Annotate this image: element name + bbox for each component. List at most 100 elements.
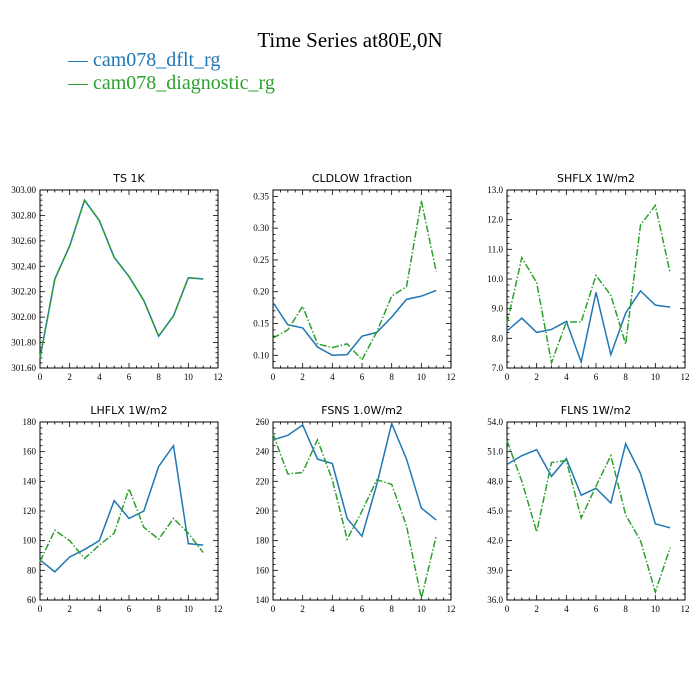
y-tick-label: 260: [256, 417, 270, 427]
series-line-diagnostic: [506, 440, 671, 595]
y-tick-label: 302.80: [11, 210, 36, 220]
x-tick-label: 4: [330, 372, 335, 382]
y-tick-label: 160: [23, 447, 37, 457]
x-tick-label: 12: [447, 372, 456, 382]
x-tick-label: 2: [67, 604, 72, 614]
series-line-dflt: [39, 198, 204, 358]
y-tick-label: 0.20: [253, 287, 269, 297]
x-tick-label: 0: [271, 372, 276, 382]
y-tick-label: 51.0: [487, 447, 503, 457]
x-tick-label: 0: [271, 604, 276, 614]
x-tick-label: 6: [360, 372, 365, 382]
y-tick-label: 80: [27, 565, 37, 575]
panel-title: TS 1K: [112, 172, 145, 185]
y-tick-label: 140: [23, 476, 37, 486]
y-tick-label: 302.60: [11, 236, 36, 246]
y-tick-label: 12.0: [487, 215, 503, 225]
x-tick-label: 12: [681, 372, 690, 382]
panel-6: FLNS 1W/m2 0 2 4 6 8 10 12 36.0 39.0 42.0 45.0 48.0 5…: [487, 404, 689, 614]
y-tick-label: 7.0: [492, 363, 504, 373]
legend-label-dflt: cam078_dflt_rg: [93, 49, 221, 71]
legend-entry-dflt: — cam078_dflt_rg: [68, 49, 220, 72]
y-tick-label: 36.0: [487, 595, 503, 605]
y-tick-label: 180: [23, 417, 37, 427]
y-tick-label: 120: [23, 506, 37, 516]
x-tick-label: 4: [564, 604, 569, 614]
x-tick-label: 12: [681, 604, 690, 614]
series-line-diagnostic: [39, 198, 204, 358]
y-tick-label: 39.0: [487, 565, 503, 575]
series-line-diagnostic: [272, 433, 437, 599]
y-tick-label: 140: [256, 595, 270, 605]
panel-title: FSNS 1.0W/m2: [321, 404, 403, 417]
y-tick-label: 240: [256, 447, 270, 457]
series-line-dflt: [506, 441, 671, 529]
y-tick-label: 0.25: [253, 255, 269, 265]
x-tick-label: 8: [623, 372, 628, 382]
plot-frame: [39, 189, 219, 369]
y-tick-label: 100: [23, 536, 37, 546]
x-tick-label: 10: [651, 372, 661, 382]
series-line-diagnostic: [272, 200, 437, 362]
legend-line-dflt: —: [68, 49, 93, 71]
y-tick-label: 302.20: [11, 287, 36, 297]
panel-title: CLDLOW 1fraction: [312, 172, 412, 185]
x-tick-label: 8: [389, 604, 394, 614]
x-tick-label: 6: [127, 604, 132, 614]
y-tick-label: 303.00: [11, 185, 36, 195]
panel-4: LHFLX 1W/m2 0 2 4 6 8 10 12 60 80 100 120 140 160 180: [23, 404, 223, 614]
x-tick-label: 10: [184, 604, 194, 614]
panel-3: SHFLX 1W/m2 0 2 4 6 8 10 12 7.0 8.0 9.0 10.0 11.0 12.…: [487, 172, 689, 382]
x-tick-label: 12: [214, 604, 223, 614]
y-tick-label: 0.10: [253, 350, 269, 360]
x-tick-label: 10: [651, 604, 661, 614]
figure-title: Time Series at80E,0N: [257, 28, 443, 52]
x-tick-label: 2: [534, 372, 539, 382]
x-tick-label: 4: [97, 604, 102, 614]
y-tick-label: 0.15: [253, 319, 269, 329]
panel-title: SHFLX 1W/m2: [557, 172, 635, 185]
y-tick-label: 180: [256, 536, 270, 546]
x-tick-label: 4: [330, 604, 335, 614]
panel-2: CLDLOW 1fraction 0 2 4 6 8 10 12 0.10 0.15 0.20 0.2…: [253, 172, 455, 382]
y-tick-label: 54.0: [487, 417, 503, 427]
x-tick-label: 10: [417, 372, 427, 382]
series-line-diagnostic: [39, 486, 204, 562]
x-tick-label: 2: [534, 604, 539, 614]
x-tick-label: 2: [300, 372, 305, 382]
y-tick-label: 302.00: [11, 312, 36, 322]
y-tick-label: 42.0: [487, 536, 503, 546]
panel-1: TS 1K 0 2 4 6 8 10 12 301.60 301.80 302.00 302.20 30…: [11, 172, 222, 382]
y-tick-label: 220: [256, 476, 270, 486]
y-tick-label: 9.0: [492, 304, 504, 314]
y-tick-label: 10.0: [487, 274, 503, 284]
y-tick-label: 301.80: [11, 338, 36, 348]
y-tick-label: 160: [256, 565, 270, 575]
legend-entry-diagnostic: — cam078_diagnostic_rg: [68, 72, 275, 95]
x-tick-label: 8: [156, 604, 161, 614]
x-tick-label: 10: [417, 604, 427, 614]
x-tick-label: 0: [505, 372, 510, 382]
x-tick-label: 0: [505, 604, 510, 614]
plot-frame: [506, 421, 686, 601]
y-tick-label: 302.40: [11, 261, 36, 271]
y-tick-label: 0.30: [253, 223, 269, 233]
x-tick-label: 10: [184, 372, 194, 382]
y-tick-label: 0.35: [253, 191, 269, 201]
y-tick-label: 11.0: [488, 244, 504, 254]
panel-5: FSNS 1.0W/m2 0 2 4 6 8 10 12 140 160 180 200 220 240 2…: [256, 404, 456, 614]
x-tick-label: 6: [360, 604, 365, 614]
legend-line-diagnostic: —: [68, 72, 93, 94]
x-tick-label: 8: [156, 372, 161, 382]
x-tick-label: 2: [67, 372, 72, 382]
series-line-dflt: [272, 289, 437, 357]
y-tick-label: 13.0: [487, 185, 503, 195]
x-tick-label: 8: [623, 604, 628, 614]
x-tick-label: 6: [127, 372, 132, 382]
series-line-dflt: [272, 421, 437, 538]
y-tick-label: 301.60: [11, 363, 36, 373]
series-line-diagnostic: [506, 203, 671, 366]
legend-label-diagnostic: cam078_diagnostic_rg: [93, 72, 275, 94]
x-tick-label: 8: [389, 372, 394, 382]
